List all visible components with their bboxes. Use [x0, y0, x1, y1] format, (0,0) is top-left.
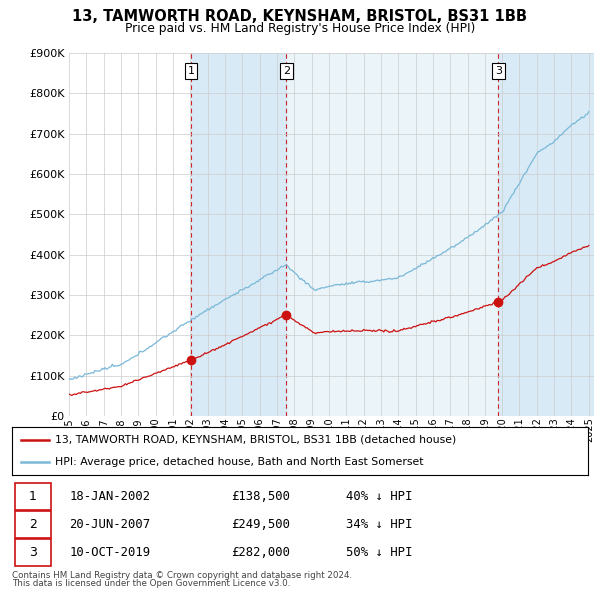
Text: 13, TAMWORTH ROAD, KEYNSHAM, BRISTOL, BS31 1BB: 13, TAMWORTH ROAD, KEYNSHAM, BRISTOL, BS… — [73, 9, 527, 24]
Text: 1: 1 — [29, 490, 37, 503]
Bar — [499, 53, 594, 416]
Text: This data is licensed under the Open Government Licence v3.0.: This data is licensed under the Open Gov… — [12, 579, 290, 588]
Text: 1: 1 — [188, 66, 194, 76]
Text: 10-OCT-2019: 10-OCT-2019 — [70, 546, 151, 559]
Text: 3: 3 — [29, 546, 37, 559]
Text: 50% ↓ HPI: 50% ↓ HPI — [346, 546, 412, 559]
Text: 13, TAMWORTH ROAD, KEYNSHAM, BRISTOL, BS31 1BB (detached house): 13, TAMWORTH ROAD, KEYNSHAM, BRISTOL, BS… — [55, 435, 457, 445]
FancyBboxPatch shape — [15, 511, 50, 538]
FancyBboxPatch shape — [15, 483, 50, 510]
FancyBboxPatch shape — [15, 539, 50, 566]
Text: 20-JUN-2007: 20-JUN-2007 — [70, 518, 151, 531]
Bar — [191, 53, 286, 416]
Text: 40% ↓ HPI: 40% ↓ HPI — [346, 490, 412, 503]
Text: Contains HM Land Registry data © Crown copyright and database right 2024.: Contains HM Land Registry data © Crown c… — [12, 571, 352, 580]
Text: £249,500: £249,500 — [231, 518, 290, 531]
Text: 2: 2 — [283, 66, 290, 76]
Text: 18-JAN-2002: 18-JAN-2002 — [70, 490, 151, 503]
Text: 2: 2 — [29, 518, 37, 531]
Text: Price paid vs. HM Land Registry's House Price Index (HPI): Price paid vs. HM Land Registry's House … — [125, 22, 475, 35]
Text: £138,500: £138,500 — [231, 490, 290, 503]
Bar — [286, 53, 499, 416]
Text: £282,000: £282,000 — [231, 546, 290, 559]
Text: 3: 3 — [495, 66, 502, 76]
Text: 34% ↓ HPI: 34% ↓ HPI — [346, 518, 412, 531]
Text: HPI: Average price, detached house, Bath and North East Somerset: HPI: Average price, detached house, Bath… — [55, 457, 424, 467]
